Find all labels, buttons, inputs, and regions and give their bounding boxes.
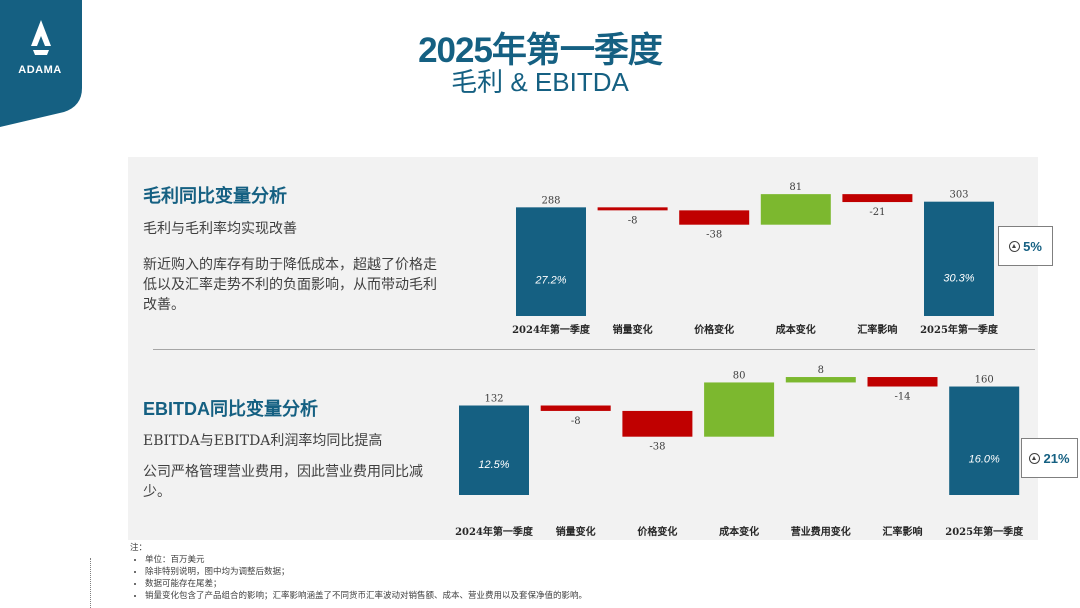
category-label: 成本变化	[776, 323, 816, 336]
category-label: 销量变化	[556, 525, 596, 538]
bar-value-label: -8	[571, 416, 581, 427]
category-label: 2024年第一季度	[455, 525, 534, 538]
gross-profit-description: 新近购入的库存有助于降低成本，超越了价格走低以及汇率走势不利的负面影响，从而带动…	[143, 257, 437, 313]
category-label: 成本变化	[719, 525, 759, 538]
category-label: 汇率影响	[857, 323, 897, 336]
bar-margin-label: 27.2%	[534, 274, 566, 286]
up-arrow-icon	[1009, 240, 1021, 252]
gross-profit-subtitle: 毛利与毛利率均实现改善	[143, 221, 297, 237]
logo-shape	[0, 0, 82, 127]
waterfall-bar	[785, 377, 856, 383]
category-label: 营业费用变化	[791, 525, 851, 538]
gross-profit-change-box: 5%	[998, 226, 1053, 266]
ebitda-change-pct: 21%	[1043, 450, 1070, 466]
adama-logo: ADAMA	[0, 0, 90, 128]
page-subtitle: 毛利 & EBITDA	[451, 67, 629, 97]
footnote-item: 数据可能存在尾差；	[145, 578, 1030, 590]
section-divider	[153, 349, 1035, 350]
waterfall-bar	[597, 207, 668, 211]
bar-value-label: 8	[818, 365, 824, 376]
bar-value-label: -8	[628, 215, 638, 226]
up-arrow-icon	[1029, 452, 1041, 464]
waterfall-bar	[622, 410, 693, 437]
waterfall-bar	[540, 405, 611, 411]
waterfall-bar	[760, 194, 831, 225]
footnotes-heading: 注：	[130, 543, 148, 553]
dotted-line	[90, 558, 91, 608]
bar-value-label: 81	[789, 182, 802, 193]
logo-text: ADAMA	[18, 64, 62, 76]
ebitda-subtitle: EBITDA与EBITDA利润率均同比提高	[143, 433, 383, 449]
category-label: 2024年第一季度	[512, 323, 591, 336]
bar-margin-label: 16.0%	[969, 453, 1000, 465]
waterfall-bar	[949, 386, 1020, 495]
footnote-item: 除非特别说明，图中均为调整后数据；	[145, 566, 1030, 578]
waterfall-bar	[459, 405, 529, 495]
bar-value-label: -38	[706, 230, 722, 241]
category-label: 2025年第一季度	[945, 525, 1024, 538]
bar-margin-label: 12.5%	[478, 459, 509, 471]
ebitda-description: 公司严格管理营业费用，因此营业费用同比减少。	[143, 464, 423, 500]
bar-value-label: -14	[894, 392, 910, 403]
bar-value-label: 132	[484, 394, 503, 405]
bar-value-label: 80	[733, 370, 746, 381]
bar-value-label: 160	[975, 375, 994, 386]
ebitda-change-box: 21%	[1021, 438, 1078, 478]
bar-value-label: -21	[869, 207, 885, 218]
category-label: 汇率影响	[883, 525, 923, 538]
footnote-item: 销量变化包含了产品组合的影响；汇率影响涵盖了不同货币汇率波动对销售额、成本、营业…	[145, 590, 1030, 602]
category-label: 2025年第一季度	[920, 323, 999, 336]
waterfall-bar	[924, 201, 994, 316]
gross-profit-change-pct: 5%	[1023, 238, 1042, 254]
footnotes: 注： 单位：百万美元 除非特别说明，图中均为调整后数据； 数据可能存在尾差； 销…	[130, 542, 1030, 602]
footnote-item: 单位：百万美元	[145, 554, 1030, 566]
category-label: 价格变化	[694, 323, 734, 336]
category-label: 销量变化	[613, 323, 653, 336]
bar-value-label: 288	[541, 195, 560, 206]
waterfall-bar	[704, 382, 775, 437]
waterfall-bar	[679, 210, 750, 225]
page-title: 2025年第一季度	[418, 31, 663, 70]
gross-profit-title: 毛利同比变量分析	[143, 186, 287, 206]
waterfall-bar	[842, 194, 913, 203]
waterfall-bar	[867, 377, 938, 387]
bar-value-label: -38	[649, 442, 665, 453]
waterfall-bar	[516, 207, 586, 316]
bar-value-label: 303	[949, 190, 968, 201]
bar-margin-label: 30.3%	[943, 273, 974, 285]
ebitda-title: EBITDA同比变量分析	[143, 399, 318, 419]
category-label: 价格变化	[637, 525, 677, 538]
